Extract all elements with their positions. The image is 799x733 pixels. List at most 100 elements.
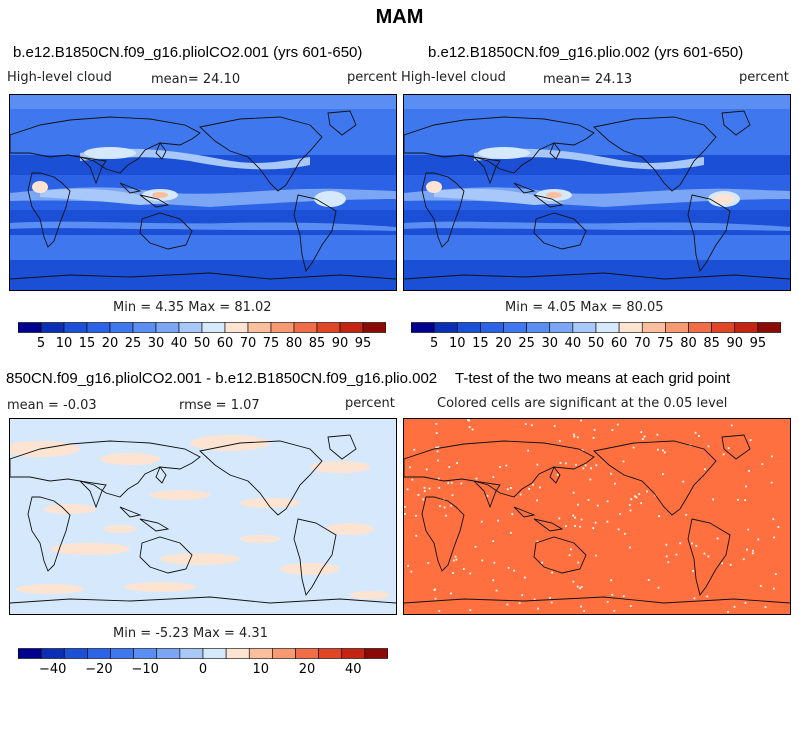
- insignificant-cell: [703, 552, 706, 555]
- insignificant-cell: [450, 481, 453, 484]
- insignificant-cell: [606, 520, 609, 523]
- insignificant-cell: [587, 499, 590, 501]
- coastline: [10, 116, 201, 174]
- coastline: [199, 116, 323, 192]
- insignificant-cell: [592, 527, 595, 530]
- colorbar-swatch: [63, 322, 88, 333]
- insignificant-cell: [721, 562, 724, 565]
- coastline: [593, 116, 717, 192]
- coastline: [78, 480, 107, 509]
- colorbar-tick-label: 20: [298, 662, 316, 677]
- insignificant-cell: [656, 433, 659, 436]
- panel1-colorbar: 5 10 15 20 25 30 40 50 60 70 75 80 85 90 95: [18, 322, 386, 354]
- insignificant-cell: [506, 488, 509, 491]
- panel3-map-plot: [10, 419, 396, 614]
- colorbar-tick-label: 10: [55, 336, 73, 351]
- insignificant-cell: [536, 540, 539, 543]
- north-storm-core: [84, 147, 136, 159]
- insignificant-cell: [667, 561, 670, 564]
- insignificant-cell: [744, 499, 747, 502]
- figure-title: MAM: [375, 6, 424, 28]
- insignificant-cell: [594, 521, 597, 524]
- insignificant-cell: [770, 455, 773, 458]
- insignificant-cell: [530, 424, 533, 427]
- insignificant-cell: [527, 449, 530, 452]
- insignificant-cell: [574, 525, 576, 527]
- insignificant-cell: [746, 548, 748, 551]
- insignificant-cell: [577, 561, 580, 564]
- insignificant-cell: [433, 589, 436, 591]
- insignificant-cell: [558, 440, 561, 442]
- insignificant-cell: [427, 562, 430, 564]
- colorbar-swatch: [270, 322, 295, 333]
- colorbar-swatch: [711, 322, 736, 333]
- insignificant-cell: [435, 432, 438, 434]
- insignificant-cell: [407, 564, 410, 567]
- insignificant-cell: [568, 554, 571, 557]
- insignificant-cell: [682, 480, 685, 483]
- insignificant-cell: [518, 602, 521, 604]
- insignificant-cell: [469, 572, 472, 575]
- insignificant-cell: [434, 597, 437, 600]
- insignificant-cell: [658, 515, 661, 518]
- insignificant-cell: [595, 464, 598, 467]
- insignificant-cell: [574, 516, 576, 519]
- difference-patch: [50, 543, 130, 555]
- coastline: [593, 440, 717, 516]
- difference-patch: [44, 504, 96, 514]
- insignificant-cell: [572, 514, 575, 517]
- coastline: [327, 110, 357, 136]
- coastline: [10, 596, 396, 604]
- colorbar-swatch: [526, 322, 551, 333]
- insignificant-cell: [606, 601, 609, 603]
- colorbar-tick-label: 10: [448, 336, 466, 351]
- insignificant-cell: [638, 493, 641, 495]
- insignificant-cell: [744, 601, 747, 604]
- insignificant-cell: [747, 528, 750, 531]
- colorbar-tick-label: 60: [216, 336, 234, 351]
- insignificant-cell: [629, 605, 632, 607]
- colorbar-tick-label: 95: [749, 336, 767, 351]
- colorbar-tick-label: 40: [345, 662, 362, 677]
- colorbar-swatch: [201, 322, 226, 333]
- insignificant-cell: [737, 498, 739, 501]
- insignificant-cell: [640, 431, 643, 433]
- colorbar-swatch: [63, 648, 88, 659]
- insignificant-cell: [716, 537, 719, 540]
- warm-pool-core: [546, 192, 562, 198]
- colorbar-swatch: [757, 322, 781, 333]
- insignificant-cell: [646, 490, 648, 493]
- panel1-variable-label: High-level cloud: [7, 70, 112, 85]
- insignificant-cell: [577, 503, 579, 506]
- colorbar-swatch: [295, 648, 319, 659]
- insignificant-cell: [749, 439, 752, 442]
- insignificant-cell: [415, 534, 418, 537]
- colorbar-swatch: [86, 322, 111, 333]
- warm-pool-core: [152, 192, 168, 198]
- colorbar-tick-label: 90: [726, 336, 744, 351]
- colorbar-swatch: [433, 322, 458, 333]
- insignificant-cell: [592, 436, 595, 439]
- coastline: [421, 172, 465, 248]
- colorbar-swatch: [411, 322, 435, 333]
- panel3-stats: Min = -5.23 Max = 4.31: [113, 626, 268, 641]
- insignificant-cell: [777, 526, 780, 528]
- colorbar-swatch: [480, 322, 504, 333]
- insignificant-cell: [761, 463, 764, 465]
- colorbar-tick-label: 95: [354, 336, 372, 351]
- insignificant-cell: [536, 499, 538, 502]
- panel2-map-plot: [404, 95, 790, 290]
- colorbar-swatch: [225, 648, 250, 659]
- coastline: [293, 194, 337, 273]
- coastline: [721, 110, 751, 136]
- insignificant-cell: [559, 462, 562, 464]
- colorbar-swatch: [549, 322, 574, 333]
- colorbar-swatches: [411, 322, 781, 333]
- insignificant-cell: [507, 566, 510, 569]
- colorbar-tick-label: 25: [518, 336, 535, 351]
- insignificant-cell: [443, 506, 446, 509]
- coastline: [472, 156, 501, 185]
- colorbar-tick-label: 50: [587, 336, 605, 351]
- colorbar-swatch: [688, 322, 712, 333]
- colorbar-swatch: [618, 322, 643, 333]
